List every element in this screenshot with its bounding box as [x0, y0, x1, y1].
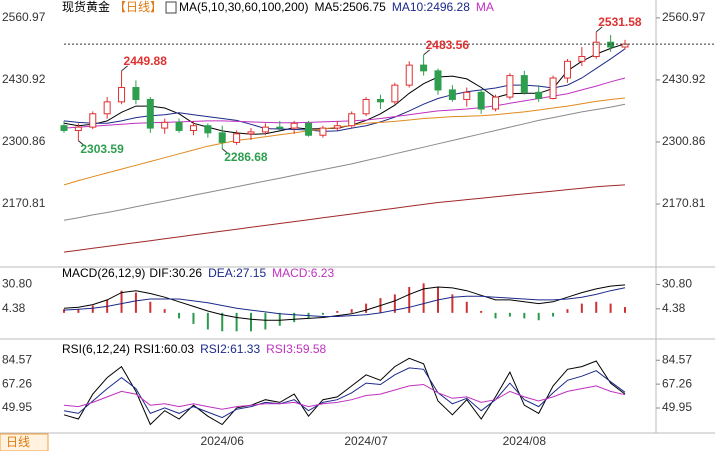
candle-body — [204, 125, 212, 134]
candle-body — [549, 77, 557, 100]
legend-entry: MA5:2506.75 — [314, 0, 386, 14]
indicator-label: MA(5,10,30,60,100,200) — [179, 0, 308, 14]
candle-body — [89, 113, 97, 128]
y-tick-label: 2300.86 — [2, 134, 46, 148]
candle-body — [578, 56, 586, 62]
extreme-label: 2286.68 — [224, 150, 268, 164]
candle-body — [247, 131, 255, 135]
x-tick-label: 2024/06 — [201, 434, 245, 448]
extreme-label: 2303.59 — [80, 142, 124, 156]
legend-entry: MA10:2496.28 — [392, 0, 470, 14]
extreme-label: 2483.56 — [426, 38, 470, 52]
candle-body — [146, 98, 154, 129]
candle-body — [520, 75, 528, 93]
y-tick-label: 2430.92 — [662, 72, 706, 86]
candle-body — [333, 125, 341, 129]
y-tick-label: 49.95 — [2, 400, 32, 414]
legend-entry: RSI1:60.03 — [134, 342, 194, 356]
legend-entry: RSI3:59.58 — [266, 342, 326, 356]
indicator-line — [63, 48, 626, 132]
extreme-leader — [221, 148, 229, 155]
indicator-line — [63, 184, 626, 253]
candle-body — [118, 87, 126, 103]
candle-body — [535, 91, 543, 100]
candle-body — [434, 70, 442, 91]
candle-body — [218, 132, 226, 143]
legend-entry: MA — [476, 0, 494, 14]
candle-body — [175, 121, 183, 131]
y-tick-label: 67.26 — [662, 376, 692, 390]
candle-body — [463, 91, 471, 100]
period-button-label[interactable]: 日线 — [6, 435, 30, 449]
extreme-leader — [595, 26, 603, 33]
candle-body — [189, 125, 197, 131]
indicator-line — [63, 97, 626, 186]
y-tick-label: 2170.81 — [2, 196, 46, 210]
panel-title: MACD(26,12,9) — [62, 266, 145, 280]
candle-body — [405, 64, 413, 86]
indicator-line — [63, 103, 626, 221]
extreme-leader — [423, 49, 430, 56]
legend-entry: RSI2:61.33 — [200, 342, 260, 356]
candle-body — [305, 122, 313, 136]
candle-body — [376, 98, 384, 103]
y-tick-label: 2560.97 — [662, 10, 706, 24]
y-tick-label: 2430.92 — [2, 72, 46, 86]
indicator-line — [63, 383, 626, 410]
candle-body — [420, 64, 428, 72]
candle-body — [74, 126, 82, 131]
x-tick-label: 2024/07 — [344, 434, 388, 448]
candle-body — [60, 125, 68, 131]
legend-entry: MACD:6.23 — [272, 266, 334, 280]
extreme-leader — [121, 65, 128, 72]
x-tick-label: 2024/08 — [503, 434, 547, 448]
y-tick-label: 84.57 — [662, 352, 692, 366]
y-tick-label: 2170.81 — [662, 196, 706, 210]
y-tick-label: 67.26 — [2, 376, 32, 390]
y-tick-label: 30.80 — [2, 277, 32, 291]
candle-body — [563, 60, 571, 79]
legend-entry: DEA:27.15 — [208, 266, 266, 280]
y-tick-label: 4.38 — [662, 301, 686, 315]
y-tick-label: 30.80 — [662, 277, 692, 291]
indicator-icon — [165, 1, 177, 14]
extreme-label: 2531.58 — [598, 15, 642, 29]
candle-body — [362, 98, 370, 115]
candle-body — [391, 84, 399, 103]
y-tick-label: 2300.86 — [662, 134, 706, 148]
y-tick-label: 84.57 — [2, 352, 32, 366]
candle-body — [132, 87, 140, 100]
candle-body — [477, 91, 485, 110]
indicator-line — [63, 287, 626, 317]
panel-title: RSI(6,12,24) — [62, 342, 130, 356]
y-tick-label: 4.38 — [2, 301, 26, 315]
y-tick-label: 2560.97 — [2, 10, 46, 24]
candle-body — [492, 96, 500, 110]
candle-body — [103, 101, 111, 115]
extreme-label: 2449.88 — [124, 54, 168, 68]
y-tick-label: 49.95 — [662, 400, 692, 414]
candle-body — [506, 75, 514, 98]
panel-title: 现货黄金 — [62, 0, 110, 14]
candle-body — [348, 113, 356, 127]
candle-body — [290, 122, 298, 129]
period-label: 【日线】 — [114, 0, 162, 14]
indicator-line — [63, 367, 626, 419]
indicator-line — [63, 284, 626, 321]
candle-body — [448, 89, 456, 100]
candle-body — [261, 126, 269, 133]
indicator-line — [63, 357, 626, 426]
candle-body — [319, 127, 327, 136]
legend-entry: DIF:30.26 — [149, 266, 202, 280]
candle-body — [233, 133, 241, 143]
candle-body — [592, 41, 600, 58]
candle-body — [161, 121, 169, 129]
candle-body — [276, 126, 284, 129]
period-button[interactable] — [0, 433, 49, 451]
extreme-leader — [78, 140, 85, 147]
indicator-line — [63, 77, 626, 129]
